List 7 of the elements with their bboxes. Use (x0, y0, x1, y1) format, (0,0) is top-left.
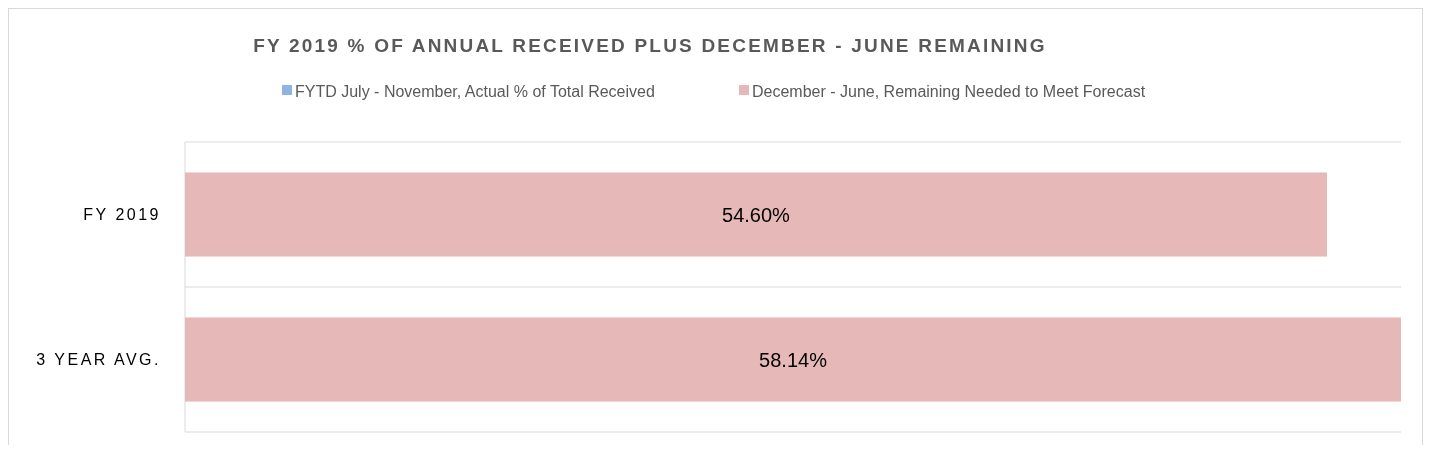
data-label: 58.14% (759, 348, 828, 371)
y-tick-label: 3 YEAR AVG. (36, 351, 161, 369)
legend-label: FYTD July - November, Actual % of Total Received (295, 82, 655, 100)
chart-title: FY 2019 % OF ANNUAL RECEIVED PLUS DECEMBER - JUNE REMAINING (253, 34, 1047, 56)
legend-label: December - June, Remaining Needed to Meet Forecast (752, 82, 1146, 100)
data-label: 54.60% (722, 203, 791, 226)
y-tick-label: FY 2019 (83, 206, 161, 224)
